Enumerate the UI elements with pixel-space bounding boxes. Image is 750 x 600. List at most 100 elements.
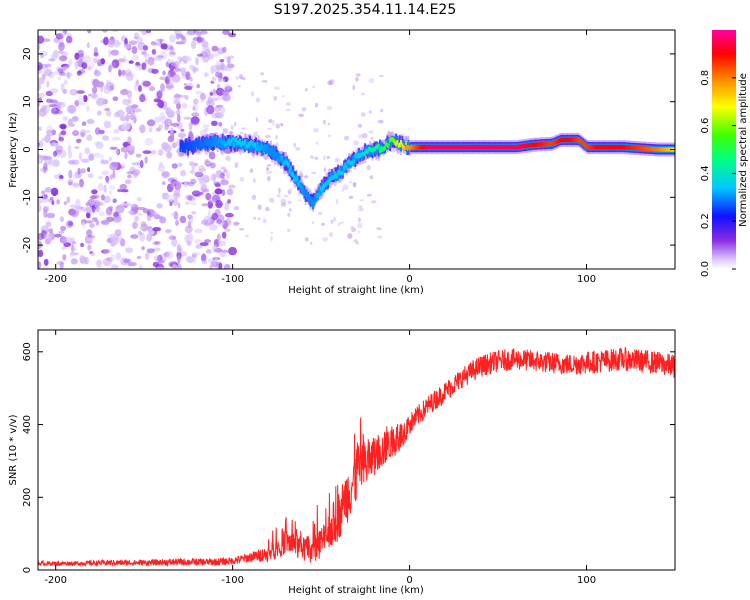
spectrogram-ridge-cell <box>360 152 363 157</box>
spectrogram-ridge-cell <box>263 145 266 151</box>
spectrogram-noise-blob <box>60 236 70 244</box>
spectrogram-noise-blob <box>141 30 148 36</box>
spectrogram-noise-blob <box>192 106 196 111</box>
spectrogram-ridge-cell <box>522 144 525 149</box>
spectrogram-noise-blob <box>124 59 129 63</box>
spectrogram-ridge-cell <box>273 150 276 155</box>
spectrogram-noise-blob <box>87 30 92 34</box>
spectrogram-ridge-cell <box>635 145 638 151</box>
spectrogram-noise-blob <box>273 95 278 101</box>
spectrogram-noise-blob <box>146 119 156 127</box>
spectrogram-ridge-cell <box>248 143 251 151</box>
spectrogram-noise-blob <box>38 92 45 98</box>
spectrogram-noise-blob <box>91 189 98 195</box>
spectrogram-ridge-cell <box>411 144 414 150</box>
spectrogram-noise-blob <box>103 120 112 129</box>
spectrogram-noise-blob <box>51 129 57 136</box>
spectrogram-noise-blob <box>38 249 44 258</box>
spectrogram-noise-blob <box>249 168 254 174</box>
spectrogram-noise-blob <box>199 129 208 137</box>
spectrogram-ridge-cell <box>603 144 606 150</box>
spectrogram-noise-blob <box>139 232 146 242</box>
spectrogram-noise-blob <box>54 174 60 180</box>
spectrogram-noise-blob <box>45 98 53 104</box>
spectrogram-ridge-cell <box>511 144 514 150</box>
spectrogram-noise-blob <box>57 76 62 80</box>
spectrogram-xtick-label: -100 <box>221 274 244 285</box>
spectrogram-noise-blob <box>63 80 68 85</box>
spectrogram-ridge-cell <box>480 144 483 150</box>
spectrogram-noise-blob <box>76 70 82 76</box>
spectrogram-ridge-cell <box>351 161 354 166</box>
snr-xlabel: Height of straight line (km) <box>288 585 424 596</box>
spectrogram-noise-blob <box>134 215 140 222</box>
spectrogram-noise-blob <box>117 58 126 63</box>
spectrogram-ridge-cell <box>199 142 202 148</box>
spectrogram-noise-blob <box>90 61 95 69</box>
spectrogram-noise-blob <box>377 235 383 239</box>
spectrogram-ridge-cell <box>287 162 290 168</box>
spectrogram-noise-blob <box>109 173 114 180</box>
spectrogram-noise-blob <box>144 137 153 146</box>
spectrogram-noise-blob <box>90 92 97 99</box>
spectrogram-ridge-cell <box>201 143 204 149</box>
spectrogram-noise-blob <box>170 127 174 134</box>
spectrogram-noise-blob <box>131 104 138 109</box>
spectrogram-noise-blob <box>58 132 62 140</box>
spectrogram-ridge-cell <box>315 192 318 197</box>
spectrogram-noise-blob <box>345 187 349 190</box>
spectrogram-ridge-cell <box>471 144 474 150</box>
spectrogram-ridge-cell <box>392 138 395 143</box>
spectrogram-ridge-cell <box>651 146 654 152</box>
spectrogram-ridge-cell <box>530 143 533 148</box>
spectrogram-noise-blob <box>227 55 235 59</box>
spectrogram-noise-blob <box>59 216 64 223</box>
spectrogram-noise-blob <box>39 50 48 57</box>
spectrogram-ridge-cell <box>291 171 293 177</box>
spectrogram-noise-blob <box>112 136 121 141</box>
spectrogram-noise-blob <box>220 106 226 114</box>
spectrogram-noise-blob <box>201 45 210 53</box>
spectrogram-ridge-cell <box>418 144 421 150</box>
spectrogram-noise-blob <box>368 130 374 134</box>
spectrogram-ridge-cell <box>551 141 554 146</box>
spectrogram-ridge-cell <box>289 168 292 178</box>
spectrogram-ridge-cell <box>556 139 559 144</box>
spectrogram-noise-blob <box>139 160 144 169</box>
spectrogram-noise-blob <box>87 245 92 250</box>
spectrogram-ridge-cell <box>413 144 416 150</box>
spectrogram-ridge-cell <box>219 141 222 148</box>
spectrogram-ridge-cell <box>645 146 648 151</box>
spectrogram-ridge-cell <box>500 144 503 150</box>
spectrogram-noise-blob <box>189 169 196 174</box>
spectrogram-noise-blob <box>304 87 309 92</box>
spectrogram-noise-blob <box>225 67 233 72</box>
spectrogram-noise-blob <box>62 254 67 261</box>
spectrogram-noise-blob <box>262 218 267 224</box>
spectrogram-ridge-cell <box>188 145 191 151</box>
spectrogram-noise-blob <box>160 43 168 50</box>
spectrogram-ridge-cell <box>595 144 598 150</box>
spectrogram-noise-blob <box>149 211 158 216</box>
spectrogram-noise-blob <box>298 113 305 118</box>
spectrogram-ridge-cell <box>393 140 396 145</box>
spectrogram-noise-blob <box>263 155 269 161</box>
spectrogram-noise-blob <box>107 39 115 48</box>
spectrogram-ridge-cell <box>478 144 481 150</box>
spectrogram-noise-blob <box>218 121 223 127</box>
spectrogram-ridge-cell <box>359 153 362 158</box>
spectrogram-noise-blob <box>348 195 354 199</box>
spectrogram-ridge-cell <box>585 144 588 149</box>
spectrogram-ridge-cell <box>542 142 545 147</box>
spectrogram-noise-blob <box>148 127 153 133</box>
spectrogram-ridge-cell <box>307 195 310 200</box>
spectrogram-noise-blob <box>170 47 175 55</box>
colorbar-label: Normalized spectral amplitude <box>738 73 749 227</box>
spectrogram-noise-blob <box>122 98 131 106</box>
spectrogram-ridge-cell <box>606 144 609 150</box>
spectrogram-ylabel: Frequency (Hz) <box>8 112 19 188</box>
spectrogram-ridge-cell <box>469 144 472 150</box>
spectrogram-noise-blob <box>233 206 240 211</box>
spectrogram-noise-blob <box>366 193 372 197</box>
spectrogram-ridge-cell <box>346 159 349 165</box>
